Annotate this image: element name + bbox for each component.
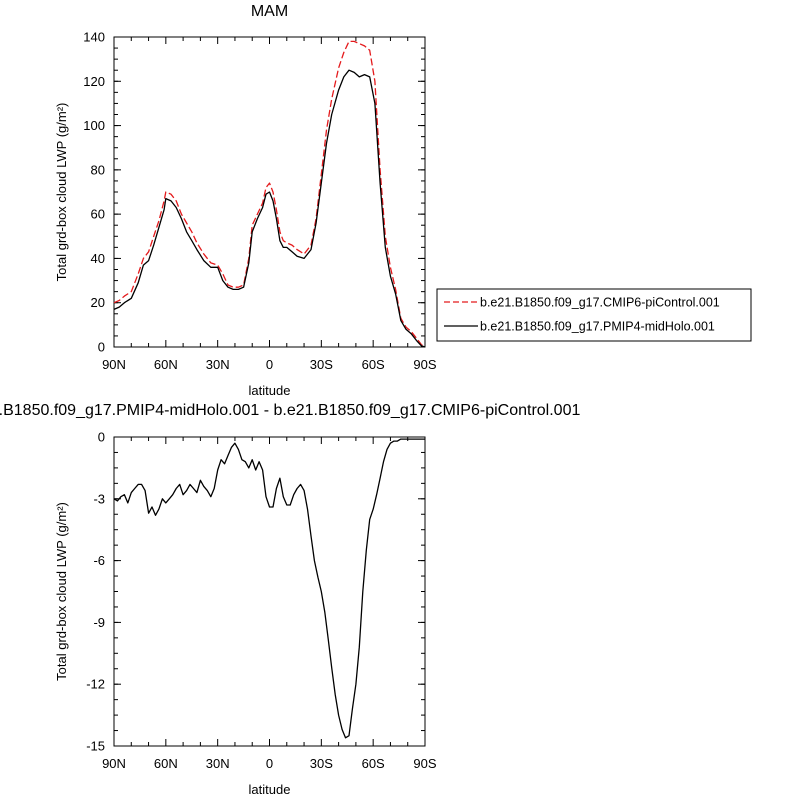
x-tick-label: 60S <box>362 756 385 771</box>
x-tick-label: 0 <box>266 756 273 771</box>
y-tick-label: -15 <box>86 739 105 754</box>
y-tick-label: 40 <box>91 251 105 266</box>
top-axis-ticks: 90N 60N 30N 0 30S 60S 90S 0 20 40 60 80 100 120 140 <box>83 30 437 373</box>
x-tick-label: 60S <box>362 357 385 372</box>
y-tick-label: 140 <box>83 30 105 45</box>
y-tick-label: 0 <box>98 430 105 445</box>
x-tick-label: 60N <box>154 756 178 771</box>
x-tick-label: 30N <box>206 357 230 372</box>
legend-label-midholo: b.e21.B1850.f09_g17.PMIP4-midHolo.001 <box>480 320 715 334</box>
y-tick-label: 120 <box>83 74 105 89</box>
series-line-1 <box>113 69 426 348</box>
x-tick-label: 60N <box>154 357 178 372</box>
top-panel: MAM 90N 60N 30N 0 30S 60S 90S 0 20 40 60 80 100 120 14… <box>54 3 437 398</box>
y-tick-label: 100 <box>83 118 105 133</box>
x-tick-label: 0 <box>266 357 273 372</box>
bottom-chart-title: b.e21.B1850.f09_g17.PMIP4-midHolo.001 - … <box>0 402 580 419</box>
series-line-0 <box>113 438 425 739</box>
top-x-axis-label: latitude <box>249 383 291 398</box>
bottom-x-axis-label: latitude <box>249 782 291 797</box>
x-tick-label: 30S <box>310 756 333 771</box>
x-tick-label: 30N <box>206 756 230 771</box>
legend-box <box>436 288 752 342</box>
top-y-axis-label: Total grd-box cloud LWP (g/m²) <box>54 103 69 282</box>
bottom-plot-series <box>113 438 425 739</box>
bottom-axis-ticks: 90N 60N 30N 0 30S 60S 90S 0 -3 -6 -9 -12 -15 <box>86 430 437 772</box>
y-tick-label: 0 <box>98 340 105 355</box>
y-tick-label: -6 <box>93 553 105 568</box>
bottom-panel: b.e21.B1850.f09_g17.PMIP4-midHolo.001 - … <box>0 402 580 797</box>
legend-label-picontrol: b.e21.B1850.f09_g17.CMIP6-piControl.001 <box>480 296 720 310</box>
x-tick-label: 90S <box>413 357 436 372</box>
x-tick-label: 90S <box>413 756 436 771</box>
x-tick-label: 90N <box>102 357 126 372</box>
y-tick-label: -9 <box>93 615 105 630</box>
y-tick-label: 60 <box>91 207 105 222</box>
x-tick-label: 30S <box>310 357 333 372</box>
y-tick-label: -12 <box>86 677 105 692</box>
top-plot-series <box>113 40 426 348</box>
bottom-y-axis-label: Total grd-box cloud LWP (g/m²) <box>54 502 69 681</box>
top-chart-title: MAM <box>251 3 288 20</box>
legend: b.e21.B1850.f09_g17.CMIP6-piControl.001 … <box>436 288 752 342</box>
y-tick-label: 80 <box>91 162 105 177</box>
series-line-0 <box>113 40 426 348</box>
y-tick-label: 20 <box>91 295 105 310</box>
y-tick-label: -3 <box>93 491 105 506</box>
x-tick-label: 90N <box>102 756 126 771</box>
